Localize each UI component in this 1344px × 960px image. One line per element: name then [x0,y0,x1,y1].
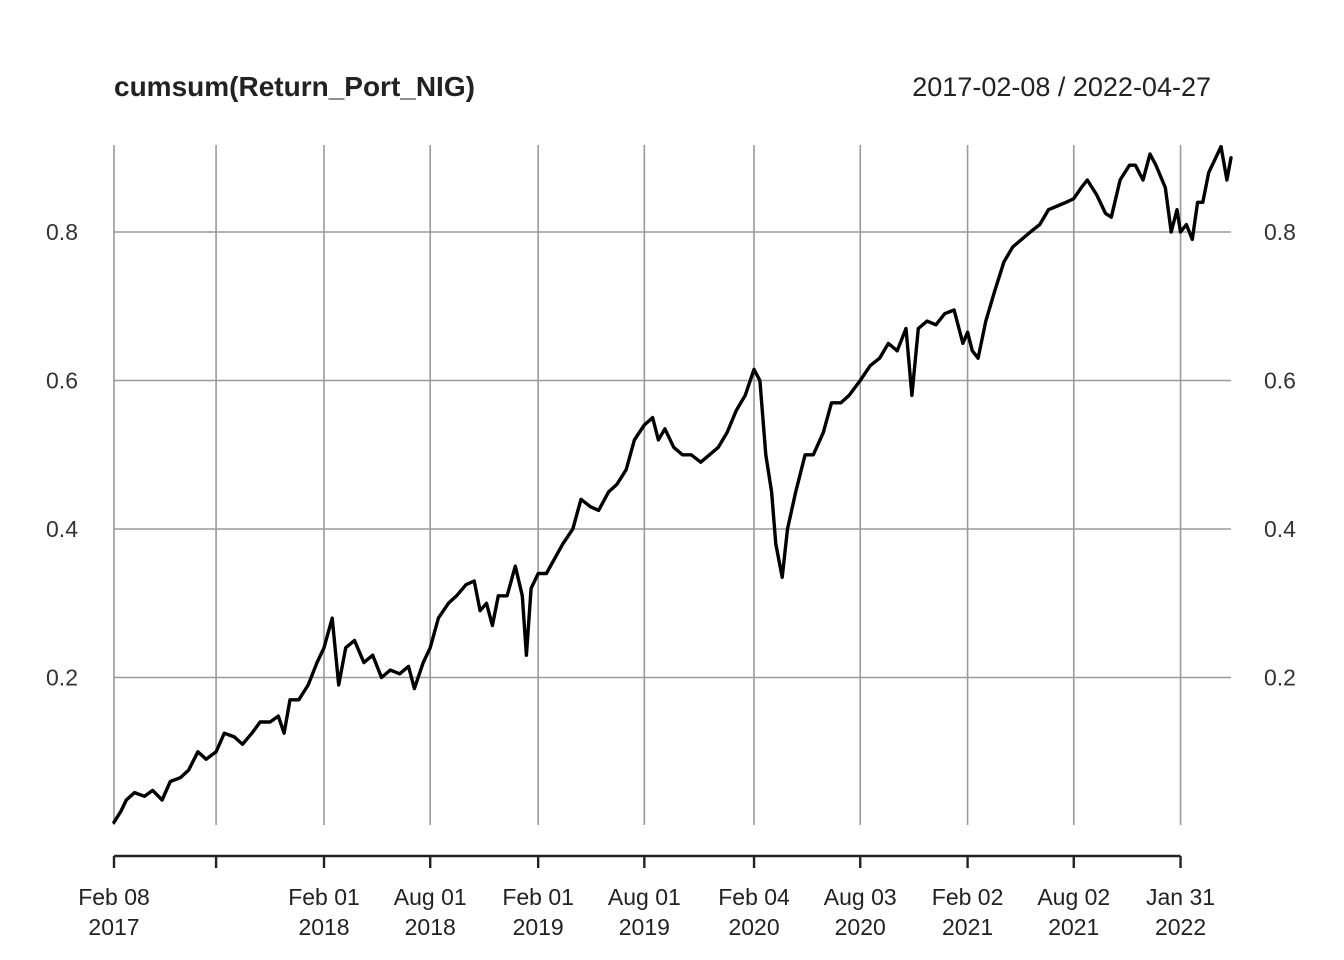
x-tick-year-label: 2021 [942,914,993,940]
date-range-label: 2017-02-08 / 2022-04-27 [912,72,1211,102]
x-tick-year-label: 2019 [513,914,564,940]
x-tick-label: Aug 01 [394,884,467,910]
x-tick-year-label: 2017 [88,914,139,940]
x-tick-label: Aug 01 [608,884,681,910]
y-axis-labels: 0.2 0.2 0.4 0.4 0.6 0.6 0.8 0.8 [46,219,1296,691]
y-tick-label-right: 0.2 [1264,665,1296,691]
x-tick-year-label: 2020 [835,914,886,940]
y-tick-label-right: 0.4 [1264,516,1296,542]
x-tick-label: Feb 04 [718,884,790,910]
y-tick-label-right: 0.6 [1264,368,1296,394]
y-tick-label-left: 0.2 [46,665,78,691]
y-tick-label-left: 0.6 [46,368,78,394]
y-tick-label-left: 0.8 [46,219,78,245]
x-tick-label: Aug 02 [1037,884,1110,910]
series-layer [112,144,1233,824]
x-tick-label: Feb 01 [288,884,360,910]
grid [113,145,1231,825]
x-tick-year-label: 2021 [1048,914,1099,940]
y-tick-label-left: 0.4 [46,516,78,542]
x-tick-year-label: 2020 [728,914,779,940]
series-line [112,144,1233,824]
x-tick-year-label: 2022 [1155,914,1206,940]
chart-title: cumsum(Return_Port_NIG) [114,71,475,102]
x-tick-label: Aug 03 [824,884,897,910]
x-tick-label: Feb 02 [932,884,1004,910]
x-tick-year-label: 2019 [619,914,670,940]
x-tick-year-label: 2018 [298,914,349,940]
x-tick-label: Feb 01 [502,884,574,910]
x-tick-label: Feb 08 [78,884,150,910]
y-tick-label-right: 0.8 [1264,219,1296,245]
x-tick-year-label: 2018 [405,914,456,940]
x-tick-label: Jan 31 [1146,884,1215,910]
x-axis: Feb 08 2017 Feb 01 2018 Aug 01 2018 Feb 01 2019… [78,854,1215,940]
